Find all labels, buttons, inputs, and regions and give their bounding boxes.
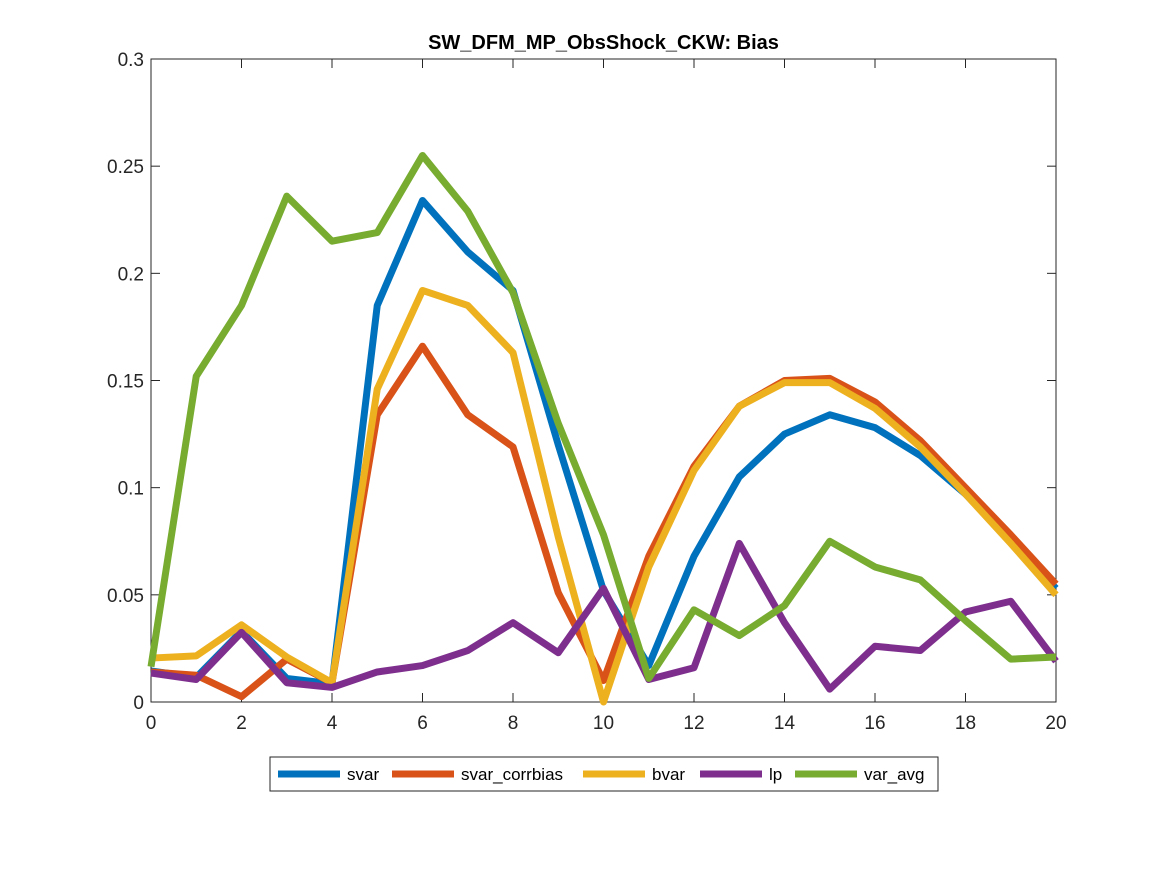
x-tick-label: 4 [327,713,338,734]
series-line-lp [150,539,1059,693]
x-tick-label: 10 [593,713,614,734]
y-tick-label: 0.3 [118,50,144,71]
y-tick-label: 0.25 [107,157,144,178]
legend-label-lp: lp [769,765,782,784]
series-line-var-avg [147,151,1057,682]
legend-label-bvar: bvar [652,765,685,784]
y-tick-label: 0.05 [107,586,144,607]
series-lines [147,151,1059,706]
series-line-bvar [150,286,1059,706]
x-tick-label: 16 [864,713,885,734]
x-tick-label: 20 [1045,713,1066,734]
x-tick-label: 14 [774,713,796,734]
legend: svar svar_corrbias bvar lp var_avg [269,756,939,792]
x-tick-label: 2 [236,713,247,734]
x-tick-label: 12 [683,713,704,734]
y-tick-label: 0 [133,693,144,714]
legend-label-svar-corrbias: svar_corrbias [461,765,563,784]
y-tick-label: 0.1 [118,479,144,500]
chart-title: SW_DFM_MP_ObsShock_CKW: Bias [428,32,779,54]
legend-label-var-avg: var_avg [864,765,924,784]
y-tick-label: 0.15 [107,372,144,393]
x-tick-label: 8 [508,713,519,734]
axis-ticks: 0 2 4 6 8 10 12 14 16 18 20 0 0.05 0.1 0.15 0.2 0.25 0.3 [107,50,1067,734]
legend-label-svar: svar [347,765,379,784]
x-tick-label: 0 [146,713,157,734]
x-tick-label: 18 [955,713,976,734]
plot-area [150,58,1057,703]
y-tick-label: 0.2 [118,264,144,285]
x-tick-label: 6 [417,713,428,734]
